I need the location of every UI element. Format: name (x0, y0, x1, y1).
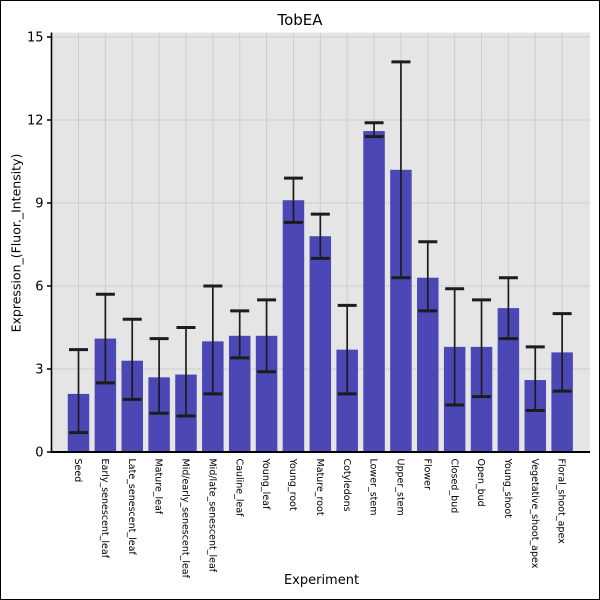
bar-young-leaf (255, 335, 278, 452)
bar-cauline-leaf (228, 335, 251, 452)
bar-mature-root (309, 236, 332, 452)
x-tick-label-closed-bud: Closed_bud (448, 459, 459, 514)
x-tick-label-seed: Seed (72, 459, 83, 483)
x-tick-label-young-root: Young_root (287, 458, 298, 511)
x-tick-label-young-leaf: Young_leaf (260, 458, 271, 510)
x-tick-label-lower-stem: Lower_stem (368, 459, 379, 516)
bar-late-senescent-leaf (121, 360, 143, 452)
y-tick-label-6: 6 (35, 280, 43, 295)
x-tick-label-floral-shoot-apex: Floral_shoot_apex (556, 459, 567, 545)
x-tick-label-cotyledons: Cotyledons (341, 459, 352, 512)
bar-young-shoot (497, 308, 520, 452)
x-tick-label-late-senescent-leaf: Late_senescent_leaf (126, 459, 137, 556)
bar-flower (417, 277, 439, 452)
x-tick-label-mature-leaf: Mature_leaf (153, 459, 164, 515)
x-tick-label-mid-late-senescent-leaf: Mid/late_senescent_leaf (206, 459, 217, 573)
bar-upper-stem (390, 169, 412, 453)
y-tick-label-9: 9 (35, 197, 43, 212)
bar-young-root (282, 200, 305, 452)
y-tick-label-15: 15 (27, 31, 44, 46)
bar-vegetative-shoot-apex (524, 380, 547, 452)
y-tick-label-12: 12 (27, 114, 44, 129)
y-tick-label-3: 3 (35, 363, 43, 378)
x-tick-label-mid-early-senescent-leaf: Mid/early_senescent_leaf (180, 459, 191, 579)
chart-title: TobEA (277, 11, 323, 29)
y-tick-label-0: 0 (35, 446, 43, 461)
bar-open-bud (470, 346, 493, 452)
x-tick-label-cauline-leaf: Cauline_leaf (233, 459, 244, 518)
x-axis-title: Experiment (283, 573, 360, 588)
x-tick-label-upper-stem: Upper_stem (395, 459, 406, 516)
x-tick-label-flower: Flower (421, 459, 432, 491)
bar-mid-late-senescent-leaf (202, 341, 224, 452)
x-tick-label-vegetative-shoot-apex: Vegetative_shoot_apex (529, 459, 540, 569)
x-tick-label-open-bud: Open_bud (475, 459, 486, 507)
x-tick-label-mature-root: Mature_root (314, 459, 325, 516)
x-tick-label-early-senescent-leaf: Early_senescent_leaf (99, 459, 110, 559)
bar-early-senescent-leaf (94, 338, 117, 452)
bar-cotyledons (336, 349, 358, 452)
x-tick-label-young-shoot: Young_shoot (502, 458, 513, 519)
bar-lower-stem (363, 131, 385, 453)
bar-floral-shoot-apex (551, 352, 573, 452)
